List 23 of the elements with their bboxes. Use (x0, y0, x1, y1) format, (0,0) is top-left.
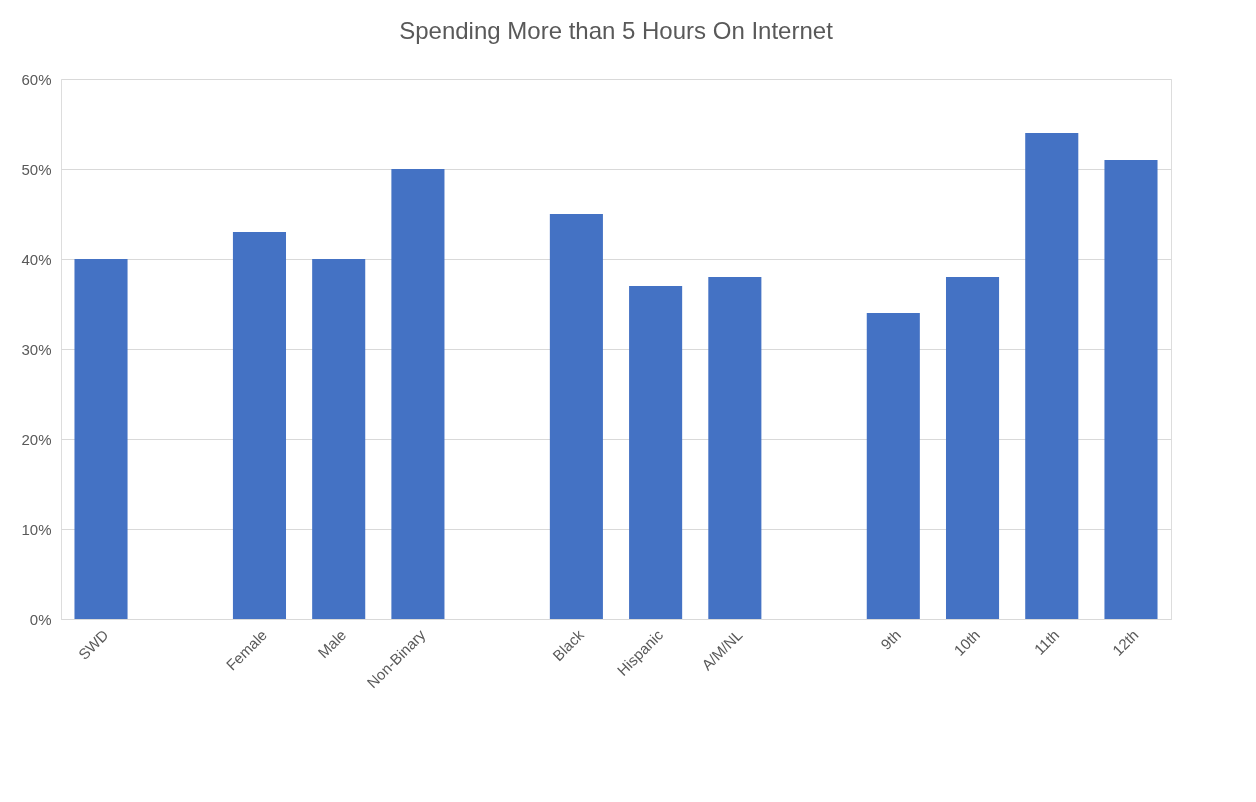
bar (232, 232, 287, 619)
y-tick-label: 40% (21, 250, 52, 268)
bar (549, 214, 603, 619)
y-tick-label: 0% (29, 610, 52, 628)
bar (312, 259, 366, 619)
y-tick-label: 30% (21, 340, 52, 358)
bar (866, 313, 920, 619)
bar (1025, 133, 1079, 619)
x-tick-label: 11th (1030, 626, 1063, 658)
bar (1104, 160, 1158, 619)
bar (391, 169, 445, 619)
bar (629, 286, 683, 619)
y-tick-label: 60% (21, 70, 52, 88)
y-tick-label: 20% (21, 430, 52, 448)
bar (74, 259, 128, 619)
chart-title: Spending More than 5 Hours On Internet (399, 17, 834, 44)
bar (708, 277, 762, 619)
x-tick-label: 10th (950, 626, 984, 659)
x-tick-label: 9th (877, 626, 904, 653)
y-tick-label: 50% (21, 160, 52, 178)
y-tick-label: 10% (21, 520, 52, 538)
x-tick-label: 12th (1108, 626, 1142, 659)
bar (945, 277, 1000, 619)
